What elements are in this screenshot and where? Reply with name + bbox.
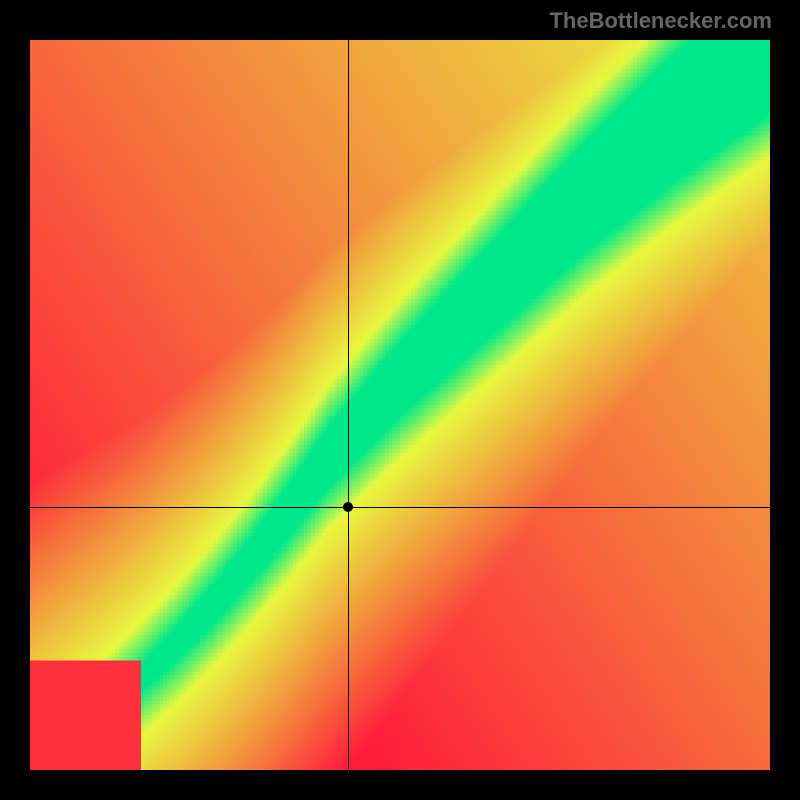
heatmap-canvas bbox=[30, 40, 770, 770]
watermark-text: TheBottlenecker.com bbox=[549, 8, 772, 34]
crosshair-marker bbox=[343, 502, 353, 512]
heatmap-plot bbox=[30, 40, 770, 770]
crosshair-horizontal bbox=[30, 507, 770, 508]
crosshair-vertical bbox=[348, 40, 349, 770]
